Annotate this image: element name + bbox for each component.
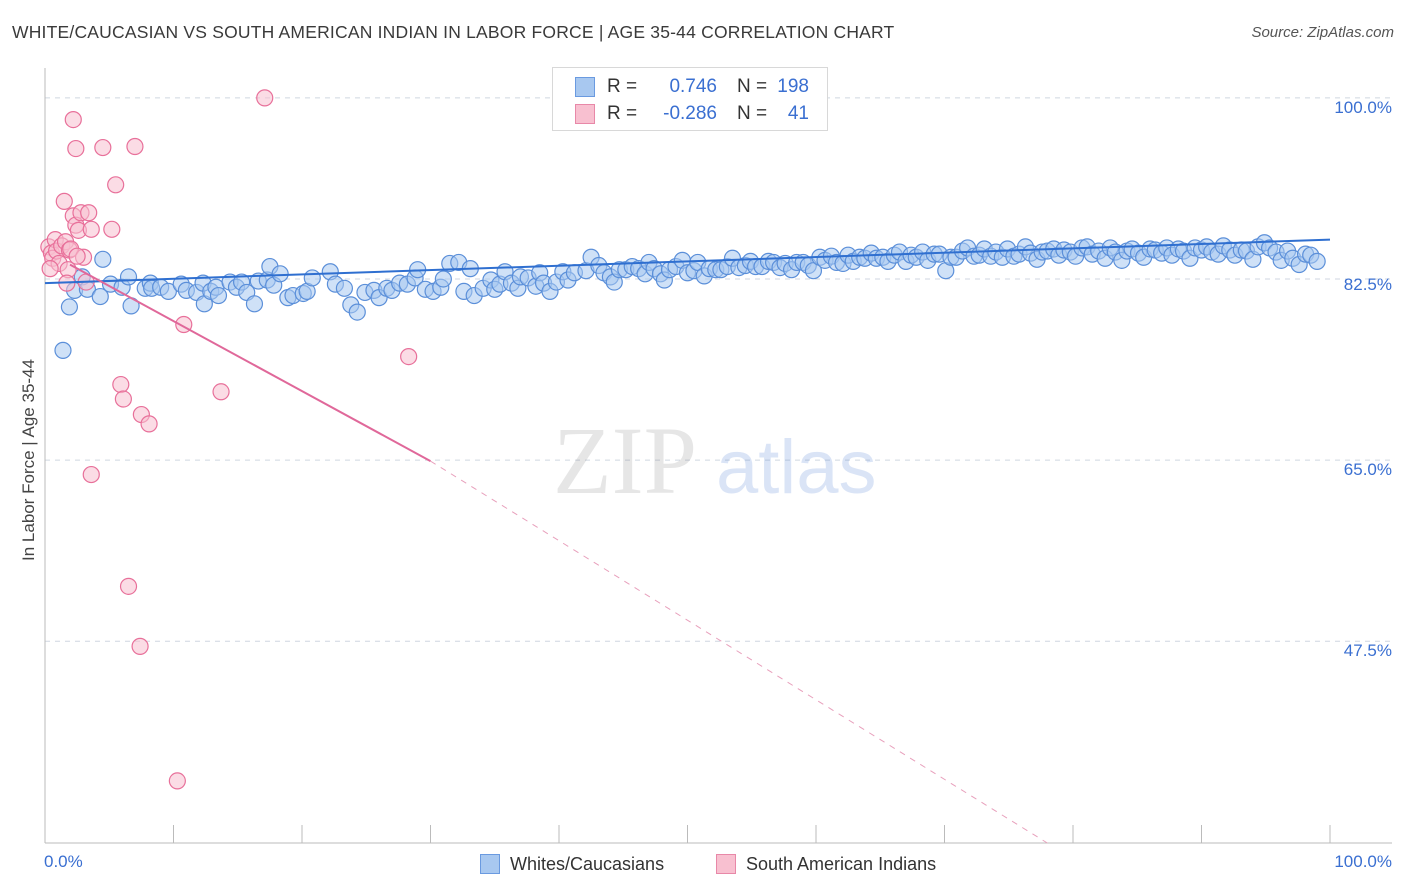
trend-lines [44,238,1331,844]
point-whites-41 [335,279,354,297]
point-south-american-indians-24 [126,137,144,156]
point-whites-9 [119,268,138,286]
point-whites-1 [60,298,79,316]
y-axis-label: In Labor Force | Age 35-44 [19,359,38,561]
point-south-american-indians-23 [107,176,125,194]
legend-row-south-american-indians: R = -0.286 N = 41 [575,102,809,126]
watermark: ZIP atlas [553,407,877,514]
trend-line-extension-south-american-indians [430,460,1048,844]
point-south-american-indians-25 [112,375,130,394]
point-south-american-indians-19 [82,220,100,238]
gridlines [45,97,1392,642]
point-south-american-indians-22 [94,138,112,157]
point-whites-207 [1308,252,1326,270]
x-tick-label-0: 0.0% [44,852,83,871]
stats-legend: R = 0.746 N = 198 R = -0.286 N = 41 [552,67,828,131]
point-whites-0 [54,341,72,359]
point-whites-43 [348,303,366,321]
point-south-american-indians-37 [103,220,121,238]
point-south-american-indians-32 [82,465,100,484]
legend-r-label: R = [607,76,638,97]
point-south-american-indians-7 [55,192,73,210]
y-tick-label-1: 65.0% [1343,460,1392,480]
bottom-legend-south-american-indians[interactable]: South American Indians [716,851,936,877]
y-tick-label-3: 100.0% [1334,97,1392,117]
legend-row-whites: R = 0.746 N = 198 [575,75,809,99]
legend-swatch-pink [575,104,595,124]
legend-n-value: 198 [777,76,809,97]
legend-r-value: 0.746 [669,76,717,97]
y-tick-label-0: 47.5% [1343,641,1392,661]
point-south-american-indians-35 [168,772,186,790]
point-whites-15 [159,282,177,300]
series-south-american-indians-points [40,89,418,790]
legend-n-label: N = [737,76,768,97]
point-south-american-indians-38 [41,260,59,278]
trend-line-whites [44,238,1331,285]
trend-line-south-american-indians [69,263,431,463]
point-whites-6 [94,250,112,268]
bottom-legend-label: South American Indians [746,853,937,874]
bottom-legend-label: Whites/Caucasians [510,853,665,874]
legend-n-value: 41 [787,103,809,124]
point-south-american-indians-26 [114,390,132,408]
series-whites-points [54,234,1326,359]
point-south-american-indians-31 [256,89,274,107]
legend-r-value: -0.286 [663,103,717,124]
point-south-american-indians-28 [140,415,158,433]
legend-n-label: N = [737,103,768,124]
point-whites-38 [303,269,321,287]
point-south-american-indians-30 [212,383,230,401]
watermark-atlas: atlas [716,425,877,510]
bottom-legend-swatch-blue [480,854,500,874]
point-south-american-indians-20 [64,111,82,129]
point-south-american-indians-18 [80,204,98,222]
point-south-american-indians-36 [400,347,418,366]
bottom-legend-whites[interactable]: Whites/Caucasians [480,851,664,877]
source-label[interactable]: Source: ZipAtlas.com [1251,24,1394,41]
point-whites-23 [209,286,228,305]
point-south-american-indians-34 [131,637,149,655]
y-tick-label-2: 82.5% [1343,274,1392,294]
x-tick-label-100: 100.0% [1334,852,1392,871]
point-whites-56 [434,270,452,288]
point-south-american-indians-40 [68,247,86,265]
watermark-zip: ZIP [553,407,697,514]
chart-title: WHITE/CAUCASIAN VS SOUTH AMERICAN INDIAN… [12,22,895,42]
axes [44,68,1392,844]
bottom-legend-swatch-pink [716,854,736,874]
point-whites-5 [91,287,109,306]
legend-r-label: R = [607,103,638,124]
point-south-american-indians-21 [67,139,85,158]
point-south-american-indians-33 [119,577,138,595]
legend-swatch-blue [575,77,595,97]
point-whites-33 [271,265,289,283]
point-whites-28 [245,295,264,313]
